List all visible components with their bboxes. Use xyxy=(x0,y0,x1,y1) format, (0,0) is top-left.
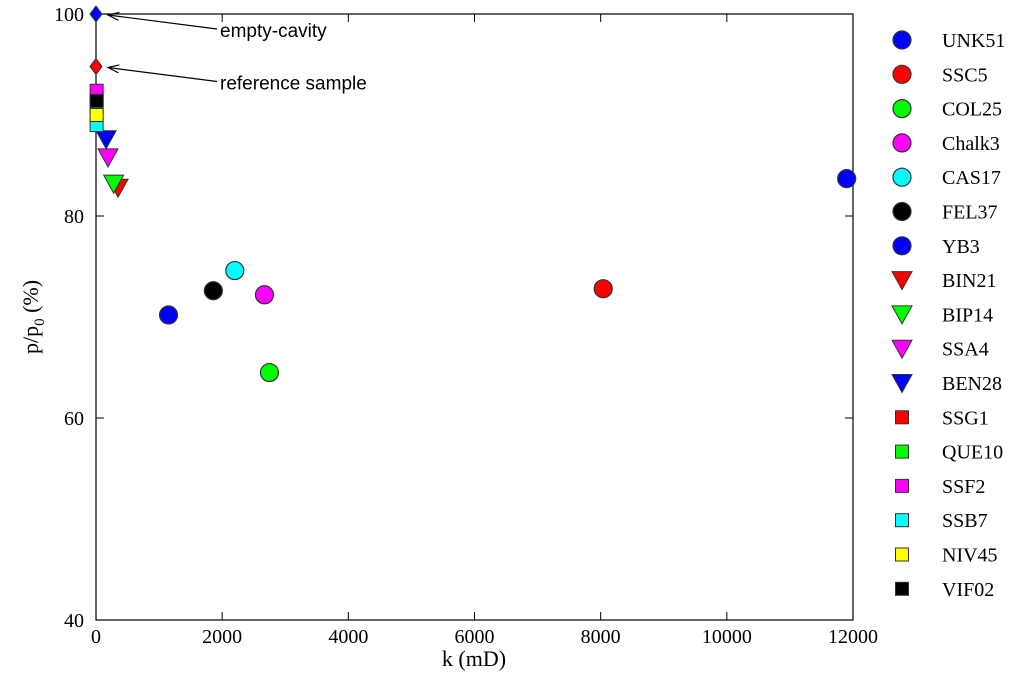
legend-marker-fel37 xyxy=(892,201,912,222)
x-tick-label: 10000 xyxy=(702,626,752,648)
legend-marker-ssb7 xyxy=(895,513,909,528)
legend-label-ssa4: SSA4 xyxy=(942,339,989,361)
data-point-col25 xyxy=(259,362,280,383)
legend-marker-cas17 xyxy=(892,167,912,187)
data-point-ssa4 xyxy=(97,148,119,168)
data-markers xyxy=(89,5,857,383)
legend: UNK51 SSC5 COL25 Chalk3 CAS17 FEL37 YB3 BIN21 BI… xyxy=(891,30,1005,601)
legend-label-chalk3: Chalk3 xyxy=(942,133,1000,155)
data-point-bip14 xyxy=(102,174,125,195)
y-axis-label: p/p0 (%) xyxy=(18,280,48,354)
legend-marker-col25 xyxy=(892,98,912,119)
data-point-ben28 xyxy=(95,130,117,150)
legend-marker-chalk3 xyxy=(892,133,912,153)
legend-label-unk51: UNK51 xyxy=(942,30,1005,52)
annotation-arrowhead xyxy=(106,64,120,74)
y-axis-label-suffix: (%) xyxy=(18,280,43,318)
legend-label-fel37: FEL37 xyxy=(942,202,998,224)
legend-label-bip14: BIP14 xyxy=(942,304,993,326)
legend-marker-yb3 xyxy=(892,236,912,256)
legend-marker-ssg1 xyxy=(895,410,909,425)
legend-label-ssb7: SSB7 xyxy=(942,510,988,532)
x-tick-label: 4000 xyxy=(328,626,368,648)
annotation-arrow xyxy=(107,14,218,30)
legend-label-vif02: VIF02 xyxy=(942,579,994,601)
annotation-arrowhead xyxy=(106,11,120,21)
legend-marker-vif02 xyxy=(895,581,909,596)
data-point-fel37 xyxy=(203,281,223,301)
y-tick-label: 60 xyxy=(64,408,84,430)
data-point-cas17 xyxy=(225,260,245,281)
reference-diamond-point xyxy=(89,5,103,23)
x-tick-label: 6000 xyxy=(455,626,495,648)
x-tick-label: 8000 xyxy=(581,626,621,648)
legend-marker-bin21 xyxy=(891,271,913,291)
data-point-unk51 xyxy=(837,169,857,189)
legend-marker-que10 xyxy=(895,444,909,459)
plot-area-frame xyxy=(95,13,854,621)
legend-marker-unk51 xyxy=(892,30,912,50)
axis-ticks: 0 2000 4000 6000 8000 10000 12000 40 60 80 100 xyxy=(54,4,878,648)
legend-label-ssf2: SSF2 xyxy=(942,476,985,498)
legend-label-ben28: BEN28 xyxy=(942,373,1002,395)
legend-label-col25: COL25 xyxy=(942,99,1002,121)
legend-label-niv45: NIV45 xyxy=(942,545,998,567)
legend-label-ssg1: SSG1 xyxy=(942,407,989,429)
x-tick-label: 12000 xyxy=(828,626,878,648)
data-point-yb3 xyxy=(158,305,179,325)
data-point-chalk3 xyxy=(254,285,275,305)
annotation-label: reference sample xyxy=(220,74,367,95)
legend-marker-ssf2 xyxy=(895,478,909,493)
legend-marker-ssa4 xyxy=(891,339,913,360)
legend-label-que10: QUE10 xyxy=(942,442,1003,464)
legend-marker-niv45 xyxy=(895,547,909,562)
data-point-ssc5 xyxy=(593,279,613,299)
annotation-label: empty-cavity xyxy=(220,21,327,42)
legend-label-yb3: YB3 xyxy=(942,236,980,258)
data-point-vif02 xyxy=(89,93,104,108)
legend-label-bin21: BIN21 xyxy=(942,270,996,292)
y-tick-label: 100 xyxy=(54,4,84,26)
annotations: empty-cavity reference sample xyxy=(106,11,367,95)
data-point-niv45 xyxy=(89,108,104,122)
legend-marker-ben28 xyxy=(891,374,913,394)
y-axis-label-subscript: 0 xyxy=(32,318,48,326)
legend-marker-bip14 xyxy=(891,305,913,325)
x-axis-label: k (mD) xyxy=(442,646,506,671)
legend-label-cas17: CAS17 xyxy=(942,167,1001,189)
x-tick-label: 0 xyxy=(91,626,101,648)
reference-diamond-point xyxy=(89,57,103,76)
y-axis-label-base: p/p xyxy=(18,326,43,354)
legend-label-ssc5: SSC5 xyxy=(942,64,988,86)
legend-marker-ssc5 xyxy=(892,64,912,84)
y-tick-label: 80 xyxy=(64,206,84,228)
y-tick-label: 40 xyxy=(64,610,84,632)
x-tick-label: 2000 xyxy=(202,626,242,648)
annotation-arrow xyxy=(107,66,218,83)
